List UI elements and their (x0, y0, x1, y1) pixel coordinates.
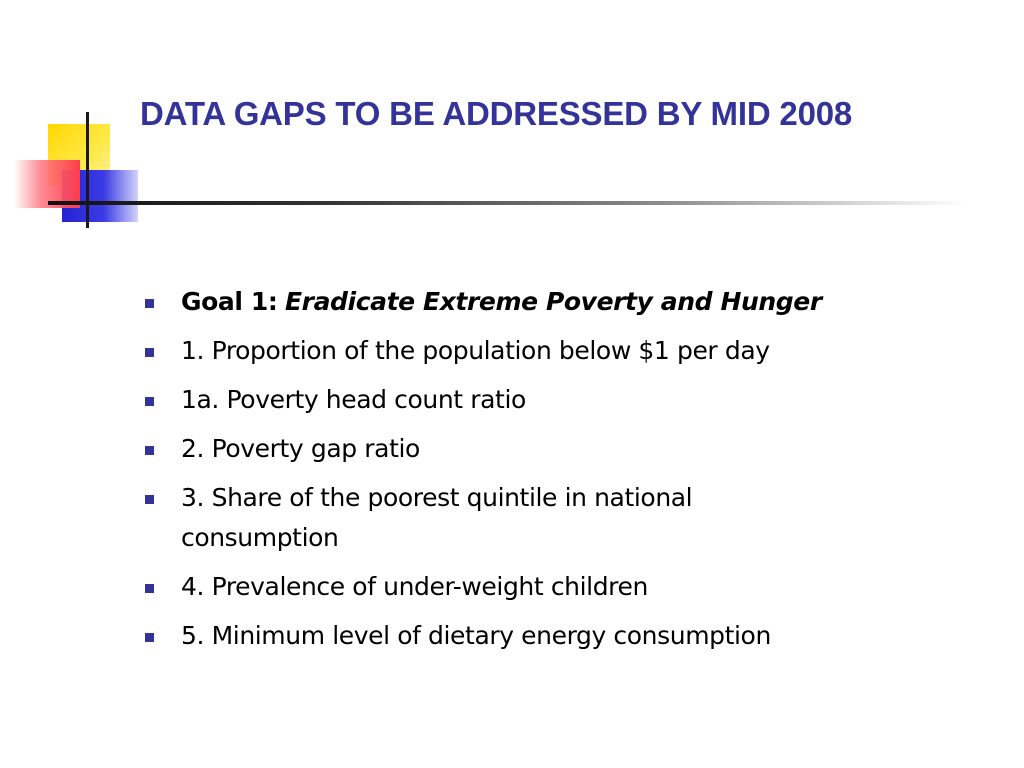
list-item-goal: Goal 1: Eradicate Extreme Poverty and Hu… (145, 282, 1005, 322)
slide-title: DATA GAPS TO BE ADDRESSED BY MID 2008 (140, 95, 853, 132)
bullet-square-icon (145, 633, 154, 642)
list-item-text: 5. Minimum level of dietary energy consu… (181, 621, 771, 650)
goal-name: Eradicate Extreme Poverty and Hunger (284, 287, 822, 316)
bullet-square-icon (145, 397, 154, 406)
list-item: 1. Proportion of the population below $1… (145, 331, 1005, 371)
vertical-rule (86, 112, 89, 228)
list-item: 1a. Poverty head count ratio (145, 380, 1005, 420)
list-item-text: 1. Proportion of the population below $1… (181, 336, 770, 365)
list-item-text: 3. Share of the poorest quintile in nati… (181, 483, 693, 552)
red-square (14, 160, 80, 208)
decorative-squares-logo (0, 0, 150, 240)
list-item-text: 2. Poverty gap ratio (181, 434, 420, 463)
goal-label: Goal 1: (181, 287, 278, 316)
bullet-square-icon (145, 299, 154, 308)
list-item: 2. Poverty gap ratio (145, 429, 1005, 469)
list-item: 5. Minimum level of dietary energy consu… (145, 616, 1005, 656)
bullet-list: Goal 1: Eradicate Extreme Poverty and Hu… (145, 282, 1005, 665)
list-item-text: 4. Prevalence of under-weight children (181, 572, 648, 601)
title-underline (48, 201, 968, 205)
bullet-square-icon (145, 446, 154, 455)
bullet-square-icon (145, 495, 154, 504)
list-item-text: 1a. Poverty head count ratio (181, 385, 526, 414)
bullet-square-icon (145, 348, 154, 357)
bullet-square-icon (145, 584, 154, 593)
list-item: 4. Prevalence of under-weight children (145, 567, 1005, 607)
list-item: 3. Share of the poorest quintile in nati… (145, 478, 841, 558)
